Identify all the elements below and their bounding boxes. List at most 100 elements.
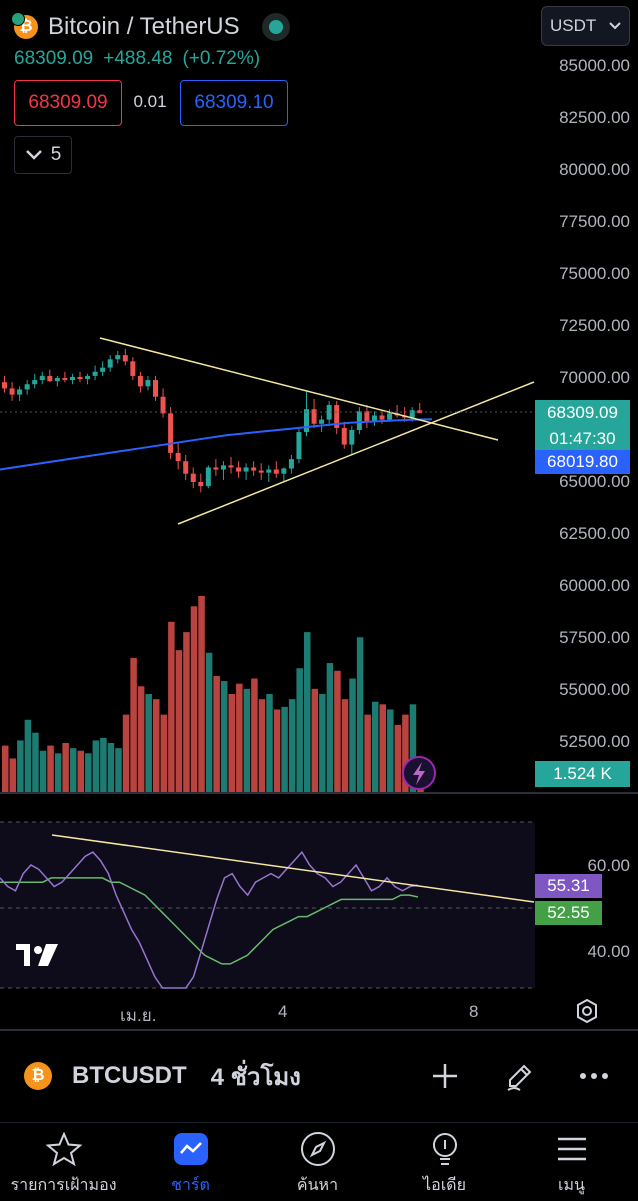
volume-bar [77,750,84,792]
candle [288,459,294,469]
volume-bar [334,670,341,792]
flash-icon[interactable] [402,756,436,790]
price-axis-label: 77500.00 [559,212,630,231]
volume-bar [17,740,24,792]
volume-bar [220,681,228,792]
candle [17,389,23,395]
chart-canvas[interactable] [0,0,638,1040]
bar-countdown: 01:47:30 [549,429,616,448]
price-axis-label: 57500.00 [559,628,630,647]
hamburger-menu-icon [557,1137,586,1161]
candle [122,355,128,362]
candle [92,371,98,376]
indicators-collapse-button[interactable]: 5 [14,136,72,174]
volume-tag: 1.524 K [535,761,630,787]
tradingview-logo [16,944,58,966]
tether-icon [11,12,25,26]
pair-title-row[interactable]: ₿ Bitcoin / TetherUS [11,10,290,44]
rsi-line [0,850,419,989]
volume-bar [130,657,137,792]
price-axis-label: 52500.00 [559,732,630,751]
chevron-down-icon [25,150,42,160]
volume-bar [356,637,364,792]
rsi-trendline [51,834,535,903]
sell-price-button[interactable]: 68309.09 [14,80,122,126]
candle [417,410,423,414]
candles [2,348,423,493]
candle [69,376,75,381]
candle [409,410,415,418]
timeframe-button[interactable]: 4 ชั่วโมง [210,1063,301,1091]
volume-bar [273,709,281,792]
tab-chart[interactable]: ชาร์ต [127,1123,254,1201]
candle [371,415,377,422]
volume-bar [409,704,417,792]
candle [183,461,189,474]
candle [153,380,158,397]
candle [387,413,393,420]
rsi-pane-background [0,822,535,988]
volume-bar [62,743,69,792]
star-icon [45,1132,82,1166]
symbol-toolbar: ₿ BTCUSDT 4 ชั่วโมง [0,1050,638,1102]
candle [168,413,174,453]
tab-ideas[interactable]: ไอเดีย [381,1123,508,1201]
tab-label: เมนู [558,1177,585,1194]
price-axis-label: 72500.00 [559,316,630,335]
tab-menu[interactable]: เมนู [508,1123,635,1201]
volume-bar [371,701,379,792]
price-change-percent: (+0.72%) [182,48,261,69]
rsi-ma-line [0,877,419,965]
candle [311,409,317,424]
price-summary: 68309.09 +488.48 (+0.72%) [14,48,270,70]
tab-explore[interactable]: ค้นหา [254,1123,381,1201]
volume-bar [198,596,205,792]
candle [273,469,279,474]
candle [334,405,340,428]
volume-bar [236,683,243,792]
market-status-icon[interactable] [261,13,290,41]
candle [326,405,332,420]
candle [107,359,113,368]
volume-bar [281,706,288,792]
indicators-count: 5 [50,144,62,165]
buy-price-button[interactable]: 68309.10 [180,80,288,126]
add-icon[interactable] [423,1050,467,1102]
settings-gear-icon[interactable] [574,998,600,1024]
spread-value: 0.01 [133,92,167,111]
candle [54,378,60,382]
candle [115,355,121,360]
currency-value: USDT [550,16,597,35]
volume-bar [213,675,220,792]
trendline-upper [99,337,499,441]
volume-bar [266,694,273,792]
drawing-tools-icon[interactable] [498,1050,542,1102]
volume-bar [107,743,115,792]
candle [364,411,370,422]
trendline-lower [177,381,535,525]
candle [175,452,181,462]
candle [213,467,219,470]
tab-watchlist[interactable]: รายการเฝ้ามอง [0,1123,127,1201]
candle [220,465,226,470]
tab-label: ค้นหา [296,1177,339,1194]
volume-bar [32,732,39,792]
candle [77,376,83,380]
volume-bar [349,678,356,792]
price-axis-label: 82500.00 [559,108,630,127]
candle [281,468,287,474]
candle [145,380,151,387]
candle [160,396,166,414]
candle [130,361,136,376]
candle [85,375,91,380]
currency-select[interactable]: USDT [541,6,630,46]
symbol-button[interactable]: BTCUSDT [72,1062,187,1089]
volume-bar [251,678,258,792]
volume-bar [175,650,183,792]
candle [251,467,257,471]
volume-bar [100,737,107,792]
volume-bars [2,596,424,792]
more-options-icon[interactable] [572,1050,616,1102]
price-axis-label: 55000.00 [559,680,630,699]
candle [205,467,211,487]
